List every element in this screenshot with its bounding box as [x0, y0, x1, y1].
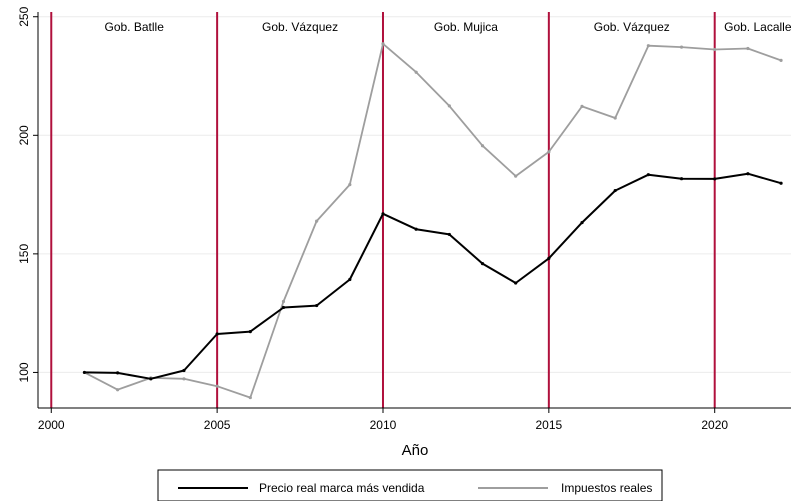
series-0-point-2022: [779, 181, 783, 185]
y-tick-label-250: 250: [17, 6, 31, 26]
series-0-point-2012: [447, 232, 451, 237]
series-1-point-2015: [547, 150, 551, 154]
series-0-point-2001: [82, 370, 87, 375]
series-1-point-2006: [248, 395, 252, 400]
series-1-point-2017: [613, 116, 617, 120]
series-1-point-2019: [679, 45, 684, 49]
legend: Precio real marca más vendida Impuestos …: [157, 469, 663, 501]
x-axis-title: Año: [402, 442, 429, 459]
series-1-point-2008: [315, 219, 319, 223]
series-0-point-2020: [713, 177, 717, 181]
government-dividers: [50, 12, 716, 408]
series-0-point-2009: [348, 277, 352, 282]
x-tick-label-2015: 2015: [535, 418, 562, 432]
series-0-point-2007: [281, 305, 286, 310]
series-line-0: [84, 172, 782, 380]
y-tick-label-100: 100: [17, 362, 31, 382]
series-0-point-2013: [480, 261, 485, 266]
series-1-point-2014: [514, 174, 518, 178]
y-axis-ticks: 100 150 200 250: [17, 6, 38, 382]
series-1-point-2002: [116, 388, 120, 392]
series-0-point-2004: [182, 368, 186, 373]
series-0-point-2015: [547, 256, 551, 260]
y-tick-label-150: 150: [17, 244, 31, 264]
period-label-4: Gob. Lacalle: [724, 20, 792, 34]
series-1-point-2010: [381, 42, 385, 46]
series-0-point-2006: [248, 330, 252, 334]
x-tick-label-2000: 2000: [38, 418, 65, 432]
legend-label-impuestos: Impuestos reales: [561, 481, 652, 495]
series-1-point-2009: [348, 183, 352, 187]
series-1-point-2011: [414, 70, 418, 74]
series-0-point-2008: [315, 303, 319, 308]
series-0-point-2002: [116, 371, 120, 375]
y-tick-label-200: 200: [17, 125, 31, 145]
x-tick-label-2005: 2005: [204, 418, 231, 432]
series-0-point-2005: [215, 332, 219, 336]
series-0-point-2016: [580, 220, 584, 225]
x-tick-label-2010: 2010: [370, 418, 397, 432]
series-0-point-2011: [414, 227, 418, 231]
period-labels: Gob. Batlle Gob. Vázquez Gob. Mujica Gob. V…: [105, 20, 792, 34]
series-lines: [82, 42, 783, 400]
series-1-point-2007: [281, 299, 286, 304]
series-1-point-2022: [779, 58, 783, 62]
period-label-1: Gob. Vázquez: [262, 20, 338, 34]
series-0-point-2017: [613, 188, 617, 193]
series-1-point-2013: [480, 144, 485, 148]
series-0-point-2018: [646, 173, 650, 177]
gridlines: [38, 16, 791, 373]
series-0-point-2019: [679, 177, 684, 181]
period-label-2: Gob. Mujica: [434, 20, 498, 34]
legend-label-precio: Precio real marca más vendida: [259, 481, 425, 495]
series-0-point-2003: [149, 377, 153, 381]
series-0-point-2010: [381, 212, 385, 216]
series-0-point-2021: [746, 172, 750, 176]
period-label-3: Gob. Vázquez: [594, 20, 670, 34]
series-1-point-2020: [713, 47, 717, 52]
series-1-point-2005: [215, 384, 219, 388]
series-1-point-2021: [746, 46, 750, 51]
series-0-point-2014: [514, 281, 518, 285]
series-1-point-2016: [580, 104, 584, 108]
series-1-point-2012: [447, 104, 451, 108]
period-label-0: Gob. Batlle: [105, 20, 165, 34]
legend-box: [157, 469, 663, 501]
series-1-point-2004: [182, 377, 186, 381]
series-1-point-2018: [646, 44, 650, 48]
x-axis-ticks: 2000 2005 2010 2015 2020: [38, 408, 728, 432]
x-tick-label-2020: 2020: [701, 418, 728, 432]
series-line-1: [83, 42, 782, 399]
